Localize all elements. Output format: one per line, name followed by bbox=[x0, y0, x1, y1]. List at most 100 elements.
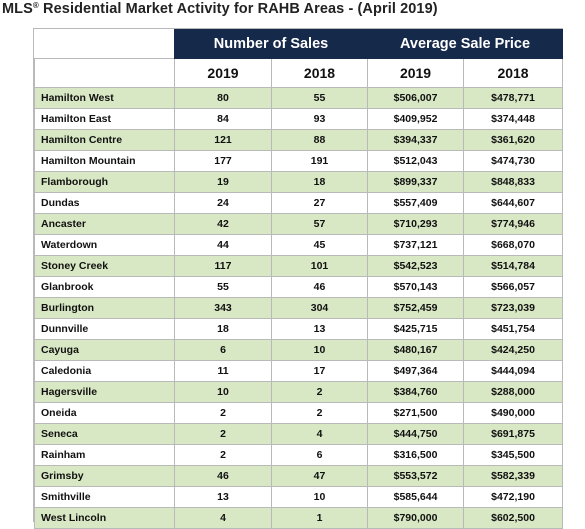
cell-area: Hamilton West bbox=[34, 86, 175, 109]
table-row: Hamilton Mountain 177 191 $512,043 $474,730 bbox=[34, 149, 564, 172]
cell-price-2019: $444,750 bbox=[367, 422, 465, 445]
year-header-price-2019: 2019 bbox=[367, 57, 465, 88]
header-number-of-sales: Number of Sales bbox=[173, 29, 369, 59]
cell-price-2018: $848,833 bbox=[463, 170, 564, 193]
cell-sales-2019: 46 bbox=[174, 464, 272, 487]
cell-sales-2018: 101 bbox=[270, 254, 369, 277]
table-body: Hamilton West 80 55 $506,007 $478,771 Hamilto… bbox=[34, 86, 564, 529]
table-row: Hamilton West 80 55 $506,007 $478,771 bbox=[34, 86, 564, 109]
cell-sales-2018: 93 bbox=[270, 107, 369, 130]
cell-price-2019: $710,293 bbox=[367, 212, 465, 235]
cell-price-2019: $557,409 bbox=[367, 191, 465, 214]
table-row: Burlington 343 304 $752,459 $723,039 bbox=[34, 296, 564, 319]
cell-price-2018: $444,094 bbox=[463, 359, 564, 382]
table-row: Cayuga 6 10 $480,167 $424,250 bbox=[34, 338, 564, 361]
cell-price-2019: $480,167 bbox=[367, 338, 465, 361]
cell-sales-2018: 47 bbox=[270, 464, 369, 487]
cell-sales-2019: 42 bbox=[174, 212, 272, 235]
cell-price-2018: $478,771 bbox=[463, 86, 564, 109]
table-row: Waterdown 44 45 $737,121 $668,070 bbox=[34, 233, 564, 256]
cell-sales-2019: 11 bbox=[174, 359, 272, 382]
cell-sales-2018: 18 bbox=[270, 170, 369, 193]
cell-sales-2019: 6 bbox=[174, 338, 272, 361]
year-header-sales-2018: 2018 bbox=[270, 57, 369, 88]
cell-sales-2018: 55 bbox=[270, 86, 369, 109]
page-title: MLS® Residential Market Activity for RAH… bbox=[2, 1, 438, 17]
cell-sales-2019: 2 bbox=[174, 422, 272, 445]
table-row: Glanbrook 55 46 $570,143 $566,057 bbox=[34, 275, 564, 298]
cell-price-2019: $542,523 bbox=[367, 254, 465, 277]
table-row: Hamilton Centre 121 88 $394,337 $361,620 bbox=[34, 128, 564, 151]
cell-sales-2019: 19 bbox=[174, 170, 272, 193]
cell-price-2018: $774,946 bbox=[463, 212, 564, 235]
cell-price-2018: $723,039 bbox=[463, 296, 564, 319]
cell-sales-2019: 121 bbox=[174, 128, 272, 151]
cell-area: Stoney Creek bbox=[34, 254, 175, 277]
table-row: Ancaster 42 57 $710,293 $774,946 bbox=[34, 212, 564, 235]
cell-price-2018: $474,730 bbox=[463, 149, 564, 172]
cell-sales-2018: 304 bbox=[270, 296, 369, 319]
title-mls: MLS bbox=[2, 1, 33, 17]
cell-sales-2018: 10 bbox=[270, 485, 369, 508]
cell-price-2019: $737,121 bbox=[367, 233, 465, 256]
market-activity-table: Number of Sales Average Sale Price 2019 … bbox=[34, 29, 564, 529]
cell-price-2019: $512,043 bbox=[367, 149, 465, 172]
cell-area: Smithville bbox=[34, 485, 175, 508]
cell-area: Cayuga bbox=[34, 338, 175, 361]
cell-price-2019: $394,337 bbox=[367, 128, 465, 151]
cell-sales-2019: 18 bbox=[174, 317, 272, 340]
cell-sales-2019: 177 bbox=[174, 149, 272, 172]
cell-price-2018: $582,339 bbox=[463, 464, 564, 487]
cell-sales-2018: 2 bbox=[270, 380, 369, 403]
cell-area: Oneida bbox=[34, 401, 175, 424]
cell-price-2018: $691,875 bbox=[463, 422, 564, 445]
cell-sales-2019: 117 bbox=[174, 254, 272, 277]
cell-price-2019: $497,364 bbox=[367, 359, 465, 382]
cell-sales-2019: 13 bbox=[174, 485, 272, 508]
cell-price-2018: $424,250 bbox=[463, 338, 564, 361]
table-row: Oneida 2 2 $271,500 $490,000 bbox=[34, 401, 564, 424]
cell-price-2018: $668,070 bbox=[463, 233, 564, 256]
cell-price-2019: $316,500 bbox=[367, 443, 465, 466]
cell-price-2018: $361,620 bbox=[463, 128, 564, 151]
cell-price-2018: $288,000 bbox=[463, 380, 564, 403]
cell-area: Caledonia bbox=[34, 359, 175, 382]
cell-price-2018: $345,500 bbox=[463, 443, 564, 466]
table-row: Dunnville 18 13 $425,715 $451,754 bbox=[34, 317, 564, 340]
cell-price-2019: $790,000 bbox=[367, 506, 465, 529]
cell-area: Glanbrook bbox=[34, 275, 175, 298]
cell-area: Grimsby bbox=[34, 464, 175, 487]
cell-sales-2019: 2 bbox=[174, 401, 272, 424]
cell-sales-2018: 2 bbox=[270, 401, 369, 424]
table-row: Hamilton East 84 93 $409,952 $374,448 bbox=[34, 107, 564, 130]
cell-price-2018: $472,190 bbox=[463, 485, 564, 508]
cell-area: Dunnville bbox=[34, 317, 175, 340]
cell-area: Ancaster bbox=[34, 212, 175, 235]
title-text: Residential Market Activity for RAHB Are… bbox=[38, 1, 438, 17]
cell-sales-2019: 55 bbox=[174, 275, 272, 298]
cell-price-2019: $553,572 bbox=[367, 464, 465, 487]
cell-price-2018: $490,000 bbox=[463, 401, 564, 424]
cell-sales-2019: 44 bbox=[174, 233, 272, 256]
cell-sales-2018: 6 bbox=[270, 443, 369, 466]
cell-price-2019: $570,143 bbox=[367, 275, 465, 298]
cell-price-2019: $585,644 bbox=[367, 485, 465, 508]
table-row: Flamborough 19 18 $899,337 $848,833 bbox=[34, 170, 564, 193]
cell-sales-2018: 191 bbox=[270, 149, 369, 172]
cell-area: Hamilton East bbox=[34, 107, 175, 130]
cell-price-2019: $271,500 bbox=[367, 401, 465, 424]
table-row: Grimsby 46 47 $553,572 $582,339 bbox=[34, 464, 564, 487]
cell-sales-2019: 80 bbox=[174, 86, 272, 109]
cell-price-2019: $899,337 bbox=[367, 170, 465, 193]
cell-price-2019: $752,459 bbox=[367, 296, 465, 319]
cell-sales-2018: 88 bbox=[270, 128, 369, 151]
cell-area: Hagersville bbox=[34, 380, 175, 403]
cell-sales-2018: 1 bbox=[270, 506, 369, 529]
cell-area: Waterdown bbox=[34, 233, 175, 256]
group-header-row: Number of Sales Average Sale Price bbox=[34, 29, 564, 59]
market-activity-table-container: Number of Sales Average Sale Price 2019 … bbox=[33, 28, 564, 529]
cell-sales-2019: 343 bbox=[174, 296, 272, 319]
cell-area: Hamilton Mountain bbox=[34, 149, 175, 172]
header-average-sale-price: Average Sale Price bbox=[367, 29, 564, 59]
cell-area: Burlington bbox=[34, 296, 175, 319]
